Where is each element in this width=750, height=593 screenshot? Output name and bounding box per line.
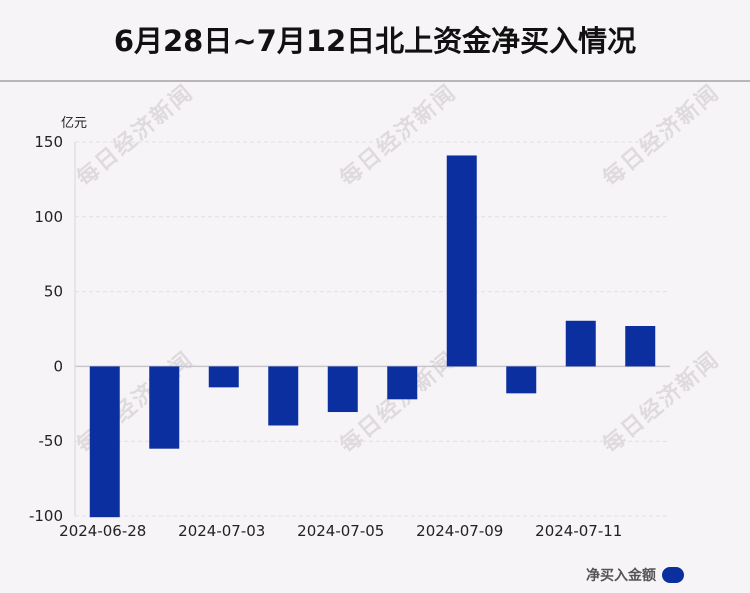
bar — [625, 326, 656, 367]
y-tick-label: 0 — [53, 357, 63, 375]
chart-title: 6月28日~7月12日北上资金净买入情况 — [113, 24, 637, 58]
y-tick-label: 100 — [34, 208, 63, 226]
bar — [268, 366, 299, 426]
bar — [208, 366, 239, 388]
bar — [89, 366, 120, 518]
y-axis-unit: 亿元 — [61, 116, 88, 131]
y-tick-label: 50 — [44, 283, 63, 301]
x-tick-label: 2024-07-11 — [535, 522, 622, 540]
bar — [327, 366, 358, 413]
bar — [149, 366, 180, 449]
x-tick-label: 2024-07-09 — [416, 522, 503, 540]
y-tick-label: 150 — [34, 133, 63, 151]
title-divider — [0, 80, 750, 82]
bar — [387, 366, 418, 400]
legend-label: 净买入金额 — [586, 568, 656, 584]
bar — [565, 320, 596, 367]
bar — [446, 155, 477, 367]
bar — [506, 366, 537, 394]
x-tick-label: 2024-06-28 — [59, 522, 146, 540]
y-tick-label: -50 — [39, 432, 64, 450]
legend: 净买入金额 — [586, 565, 684, 585]
x-tick-label: 2024-07-03 — [178, 522, 265, 540]
y-tick-label: -100 — [29, 507, 63, 525]
legend-swatch — [662, 567, 684, 583]
x-tick-label: 2024-07-05 — [297, 522, 384, 540]
